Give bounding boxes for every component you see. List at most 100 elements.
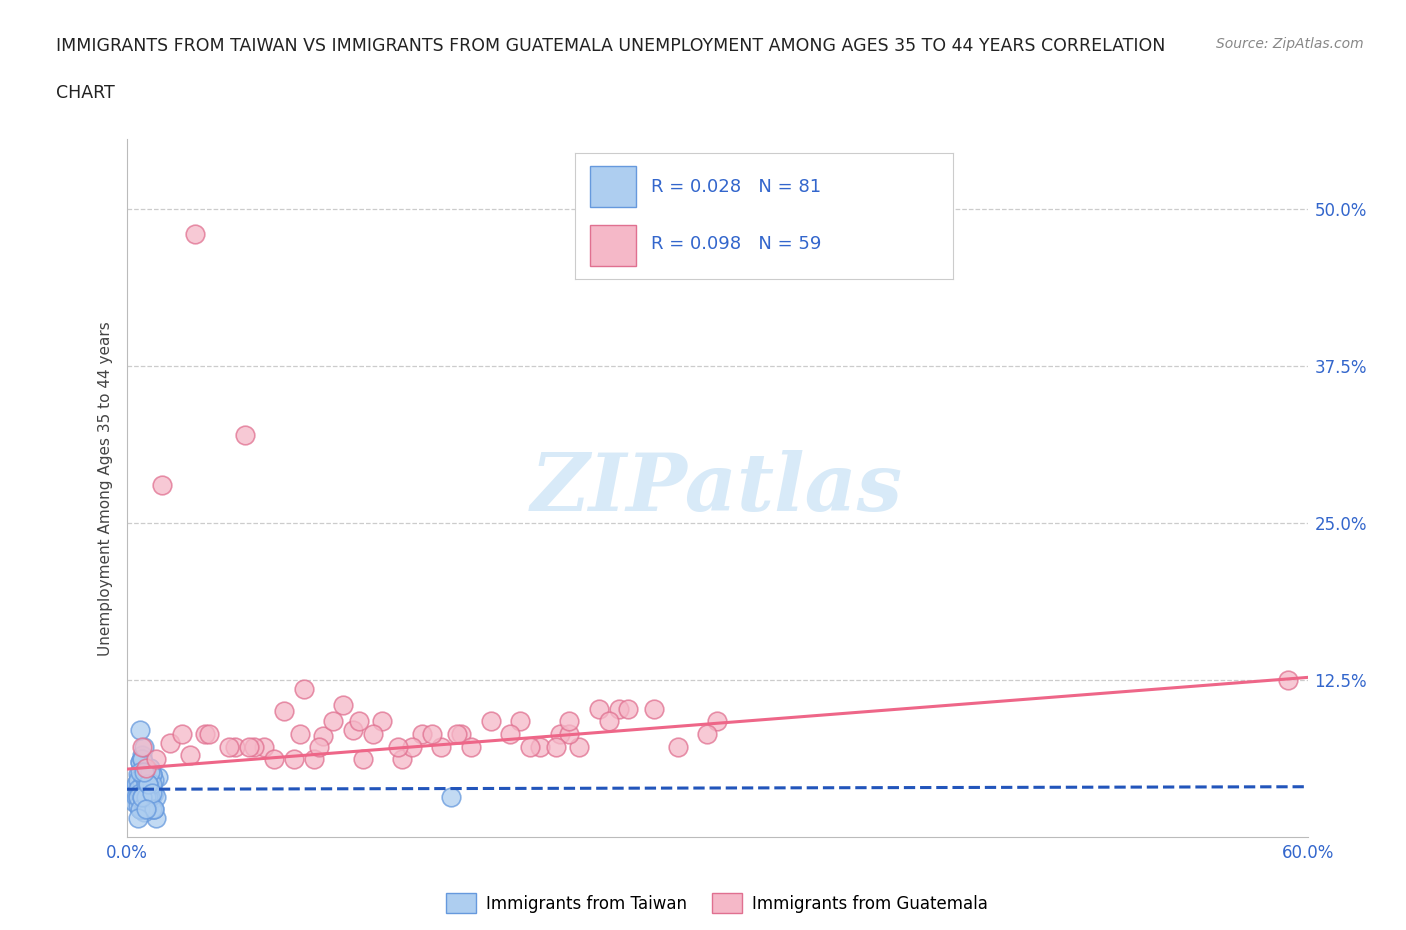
Point [129,754,152,769]
Point [184,226,207,241]
Point [617,701,640,716]
Point [135,802,157,817]
Point [361,726,384,741]
Point [607,701,630,716]
Point [134,804,156,819]
Point [127,811,149,826]
Point [131,802,153,817]
FancyBboxPatch shape [591,225,636,267]
Point [135,798,157,813]
Point [347,714,370,729]
Point [509,714,531,729]
Point [127,798,149,813]
Point [135,791,157,806]
Point [150,478,173,493]
Point [263,751,285,766]
Point [131,790,153,804]
Point [179,748,201,763]
Point [131,739,153,754]
Point [440,790,463,804]
Point [544,739,567,754]
Point [134,764,156,779]
Point [135,802,157,817]
Point [135,790,157,804]
Point [273,704,295,719]
Point [342,723,364,737]
Point [127,773,149,788]
Point [125,777,148,791]
Point [136,773,159,788]
Point [430,739,453,754]
Point [125,779,148,794]
Point [401,739,423,754]
Point [411,726,433,741]
Point [134,739,156,754]
Point [598,714,620,729]
Point [136,788,159,803]
Point [696,726,718,741]
Text: R = 0.028   N = 81: R = 0.028 N = 81 [651,179,821,196]
Point [446,726,468,741]
Point [218,739,240,754]
Point [238,739,260,754]
Point [460,739,482,754]
Point [391,751,413,766]
Point [139,777,162,791]
Point [141,777,163,791]
Point [283,751,305,766]
Point [1277,672,1299,687]
Point [332,698,354,712]
Point [143,773,166,788]
Point [139,782,162,797]
Point [145,751,167,766]
Point [135,761,157,776]
Text: CHART: CHART [56,84,115,101]
Point [127,790,149,804]
Point [643,701,665,716]
Point [135,798,157,813]
Point [131,751,153,766]
Point [131,766,153,781]
Point [292,682,315,697]
Point [143,786,166,801]
Point [129,802,152,817]
Point [136,798,159,813]
Point [371,714,394,729]
Point [141,766,163,781]
Point [420,726,443,741]
Point [243,739,266,754]
Point [322,714,344,729]
Point [134,769,156,784]
Point [134,786,156,801]
Point [134,802,156,817]
Point [233,428,256,443]
Point [131,790,153,804]
Point [224,739,246,754]
Point [145,790,167,804]
Point [139,790,162,804]
Point [548,726,571,741]
Point [129,802,152,817]
Text: Source: ZipAtlas.com: Source: ZipAtlas.com [1216,37,1364,51]
Point [170,726,193,741]
Point [288,726,311,741]
Point [136,782,159,797]
Point [129,764,152,779]
Point [146,769,169,784]
Point [127,790,149,804]
Point [135,777,157,791]
Point [134,802,156,817]
Point [568,739,591,754]
Point [139,764,162,779]
Point [129,754,152,769]
Point [141,802,163,817]
Point [499,726,522,741]
Point [387,739,409,754]
Point [131,748,153,763]
Point [135,764,157,779]
Point [558,714,581,729]
Point [131,751,153,766]
Point [131,798,153,813]
Point [450,726,472,741]
Point [253,739,276,754]
